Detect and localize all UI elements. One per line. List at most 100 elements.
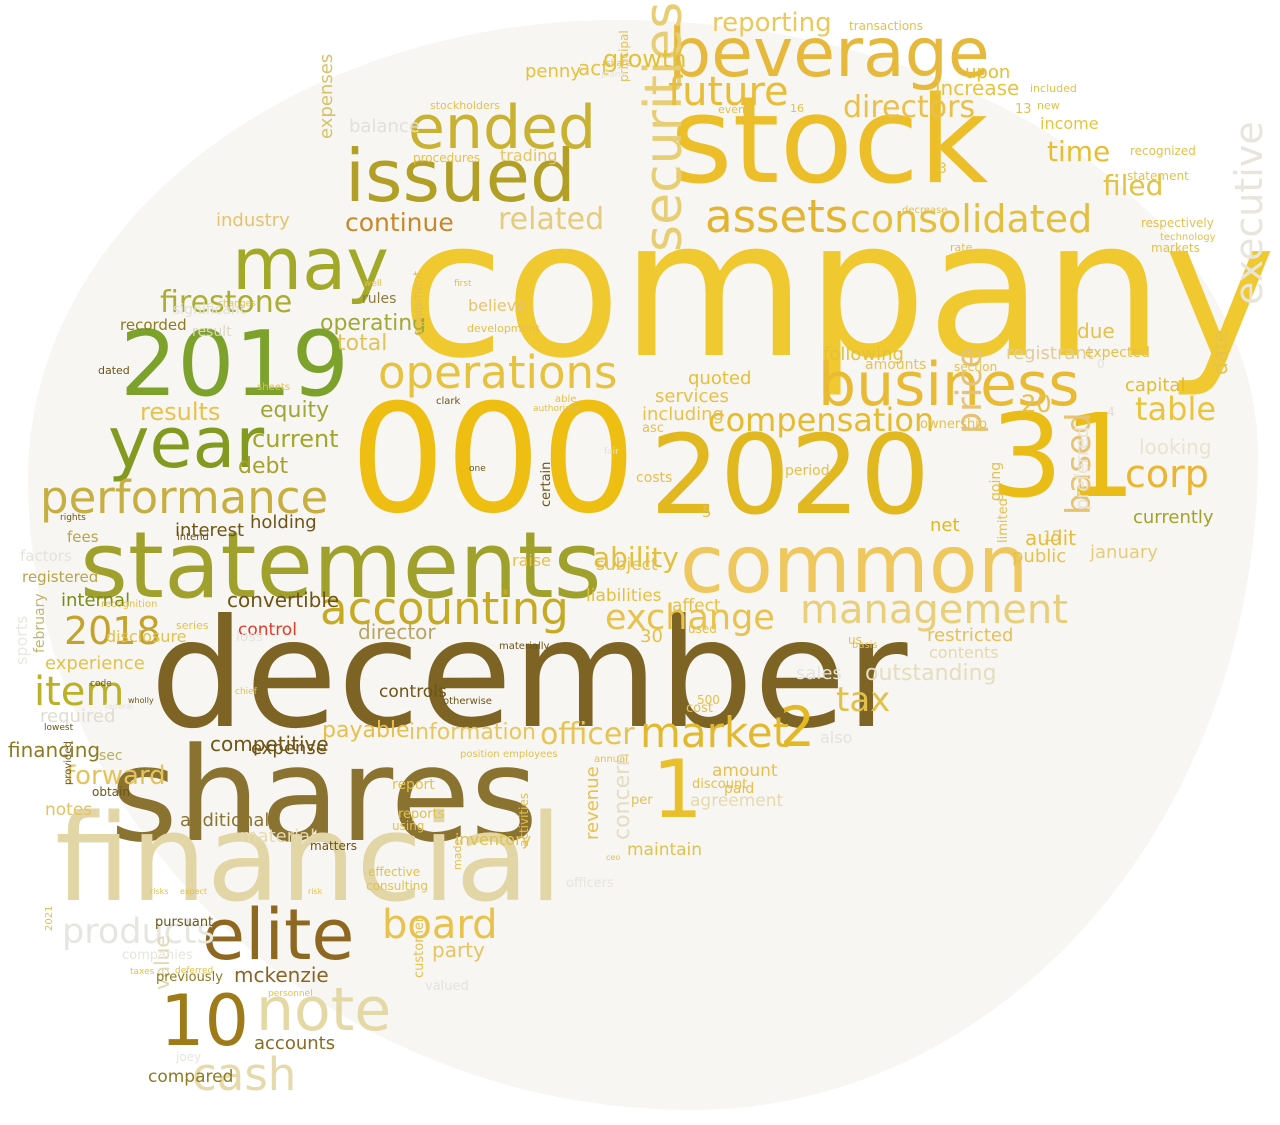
word-upon: upon: [965, 62, 1011, 83]
word-procedures: procedures: [413, 151, 481, 165]
word-liabilities: liabilities: [586, 586, 662, 606]
word-used: used: [688, 622, 717, 636]
word-forward: forward: [66, 761, 166, 791]
word-affect: affect: [672, 596, 721, 616]
word-may: may: [232, 222, 389, 306]
word-2021: 2021: [44, 905, 55, 931]
word-table: table: [1135, 390, 1217, 428]
word-outstanding: outstanding: [865, 661, 997, 686]
word-penny: penny: [525, 61, 581, 82]
word-authorized: authorized: [533, 404, 582, 414]
word-section: section: [954, 360, 998, 374]
word-markets: markets: [1151, 241, 1200, 255]
word-officer: officer: [540, 717, 635, 752]
word-first: first: [454, 279, 472, 289]
word-internal: internal: [61, 590, 131, 611]
word-well: well: [364, 279, 382, 289]
word-intend: intend: [177, 532, 209, 543]
word-competitive: competitive: [210, 732, 329, 756]
word-cost: cost: [686, 701, 713, 716]
word-inventory: inventory: [455, 830, 532, 849]
word-period: period: [785, 463, 830, 479]
word-debt: debt: [238, 454, 289, 479]
word-net: net: [930, 515, 960, 536]
word-performance: performance: [40, 471, 329, 524]
word-wholly: wholly: [128, 696, 154, 705]
word-made: made: [451, 838, 464, 870]
word-public: public: [1012, 546, 1067, 567]
word-interest: interest: [175, 520, 245, 541]
word-industry: industry: [216, 210, 290, 231]
word-statement: statement: [1127, 169, 1189, 183]
word-accounts: accounts: [254, 1033, 336, 1054]
cloud-background-shape: [28, 20, 1258, 1110]
word-audit: audit: [1025, 526, 1077, 550]
word-2020: 2020: [650, 411, 930, 539]
word-statements: statements: [80, 512, 602, 619]
word-sales: sales: [796, 663, 842, 684]
word-10: 10: [160, 980, 250, 1062]
word-act: act: [578, 56, 610, 80]
word-effective: effective: [368, 865, 421, 879]
word-factors: factors: [20, 547, 72, 565]
word-also: also: [820, 728, 853, 747]
word-revenue: revenue: [582, 766, 603, 840]
word-raise: raise: [512, 551, 552, 570]
word-30: 30: [640, 626, 663, 647]
word-stock: stock: [670, 72, 989, 211]
word-mckenzie: mckenzie: [234, 963, 329, 987]
word-trading: trading: [500, 146, 558, 165]
word-paid: paid: [724, 781, 755, 797]
word-convertible: convertible: [227, 588, 340, 612]
word-growth: growth: [603, 45, 687, 73]
word-included: included: [1030, 82, 1077, 95]
word-transactions: transactions: [849, 19, 924, 33]
word-0: 0: [1097, 357, 1105, 371]
word-20: 20: [1021, 390, 1052, 418]
word-changes: changes: [218, 299, 256, 309]
word-february: february: [32, 593, 48, 653]
word-services: services: [655, 386, 729, 407]
word-filed: filed: [1103, 169, 1164, 202]
word-operating: operating: [320, 311, 427, 336]
word-annual: annual: [594, 754, 629, 765]
word-clark: clark: [436, 396, 461, 407]
word-preferred: preferred: [1072, 426, 1093, 510]
word-ability: ability: [593, 541, 679, 574]
word-matters: matters: [310, 839, 358, 853]
word-one: one: [469, 464, 486, 474]
word-rights: rights: [60, 513, 86, 523]
word-time: time: [1047, 135, 1111, 168]
word-3: 3: [938, 161, 947, 177]
word-maintain: maintain: [627, 840, 703, 860]
word-per: per: [631, 793, 653, 808]
word-materially: materially: [499, 641, 550, 652]
word-income: income: [1040, 114, 1099, 133]
word-using: using: [392, 819, 425, 833]
word-fees: fees: [67, 528, 99, 546]
word-valued: valued: [425, 979, 469, 994]
word-otherwise: otherwise: [443, 696, 492, 707]
word-taxes: taxes: [130, 967, 155, 977]
word-board: board: [382, 902, 498, 948]
word-material: material: [240, 826, 316, 847]
word-amount: amount: [712, 761, 778, 781]
word-respectively: respectively: [1141, 216, 1214, 230]
word-recognition: recognition: [101, 599, 158, 610]
word-cash: cash: [192, 1048, 297, 1101]
word-corp: corp: [1125, 452, 1209, 496]
word-experience: experience: [45, 653, 145, 674]
word-holding: holding: [250, 512, 317, 533]
word-currently: currently: [1133, 507, 1214, 528]
word-events: events: [718, 103, 756, 116]
word-ended: ended: [408, 93, 597, 163]
word-products: products: [62, 912, 215, 952]
word-expect: expect: [180, 887, 208, 896]
word-2018: 2018: [64, 609, 161, 653]
word-ownership: ownership: [920, 417, 988, 432]
word-subject: subject: [596, 555, 658, 575]
word-development: development: [467, 322, 540, 335]
word-us: us: [848, 633, 862, 647]
word-item: item: [34, 669, 125, 715]
word-plans: plans: [601, 70, 626, 80]
